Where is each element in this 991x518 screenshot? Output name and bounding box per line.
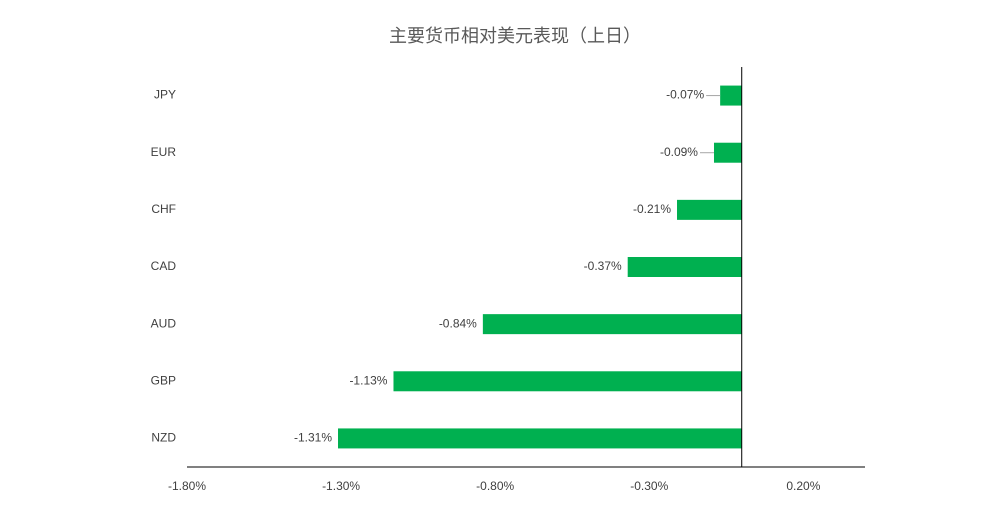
bar [393,371,742,392]
bar [482,314,742,335]
bar [713,142,742,163]
data-label: -0.84% [439,316,477,330]
y-tick-label: CAD [151,259,177,273]
y-tick-label: CHF [151,202,176,216]
y-tick-label: NZD [151,431,176,445]
data-label: -0.09% [660,145,698,159]
bar [677,199,742,220]
y-tick-label: GBP [151,373,176,387]
x-tick-label: -1.80% [168,479,206,493]
data-label: -0.37% [584,259,622,273]
bar [338,428,742,449]
x-tick-label: -0.80% [476,479,514,493]
x-tick-label: -1.30% [322,479,360,493]
x-tick-label: -0.30% [630,479,668,493]
y-tick-label: JPY [154,88,176,102]
data-label: -0.21% [633,202,671,216]
x-tick-label: 0.20% [786,479,820,493]
bar [720,85,742,106]
data-label: -1.13% [349,373,387,387]
data-label: -0.07% [666,88,704,102]
chart-title: 主要货币相对美元表现（上日） [389,26,641,46]
y-tick-label: AUD [151,316,177,330]
data-label: -1.31% [294,431,332,445]
bar [627,257,742,277]
y-tick-label: EUR [151,145,177,159]
